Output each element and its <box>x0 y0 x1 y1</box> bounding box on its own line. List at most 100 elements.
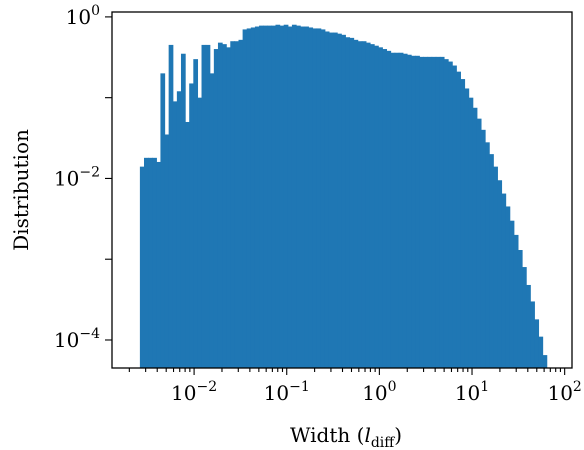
x-tick-label: 101 <box>455 379 489 405</box>
histogram-bar <box>419 56 424 369</box>
histogram-bar <box>526 284 531 368</box>
histogram-bar <box>538 336 544 368</box>
histogram-bar <box>185 121 190 369</box>
histogram-bar <box>254 26 260 369</box>
histogram-bar <box>476 118 482 369</box>
histogram-bar <box>542 355 548 368</box>
histogram-bar <box>324 31 330 368</box>
histogram-bar <box>246 28 252 369</box>
histogram-bar <box>320 29 326 368</box>
histogram-bar <box>230 41 235 368</box>
histogram-bar <box>386 50 392 369</box>
x-tick-label: 10−2 <box>171 379 217 405</box>
histogram-bar <box>452 65 457 368</box>
histogram-bar <box>337 33 342 369</box>
histogram-bar <box>213 49 219 368</box>
y-tick-label: 10−4 <box>54 326 100 352</box>
histogram-bar <box>357 41 363 368</box>
histogram-bar <box>374 45 379 368</box>
histogram-bar <box>460 79 466 368</box>
histogram-bars <box>139 24 548 369</box>
x-axis-label-close: ) <box>394 423 402 447</box>
histogram-bar <box>427 56 433 369</box>
histogram-bar <box>308 27 314 368</box>
histogram-bar <box>176 91 182 368</box>
histogram-bar <box>341 34 346 368</box>
histogram-bar <box>193 59 199 368</box>
histogram-bar <box>513 234 519 368</box>
histogram-bar <box>226 47 231 368</box>
histogram-bar <box>148 157 153 368</box>
histogram-bar <box>238 39 244 369</box>
histogram-bar <box>423 56 429 369</box>
histogram-bar <box>333 32 338 369</box>
histogram-bar <box>402 53 408 368</box>
histogram-bar <box>217 42 223 369</box>
histogram-bar <box>497 180 503 368</box>
histogram-bar <box>172 101 178 369</box>
histogram-bar <box>263 25 268 369</box>
histogram-bar <box>365 42 371 369</box>
histogram-bar <box>279 25 285 369</box>
histogram-bar <box>267 25 272 369</box>
histogram-bar <box>300 26 305 369</box>
histogram-bar <box>259 25 264 369</box>
histogram-bar <box>139 166 145 368</box>
y-axis-label: Distribution <box>9 129 33 251</box>
histogram-bar <box>164 134 170 368</box>
y-tick-label: 100 <box>66 3 100 29</box>
histogram-bar <box>382 49 388 368</box>
histogram-bar <box>530 301 535 368</box>
histogram-bar <box>390 52 396 369</box>
histogram-bar <box>480 129 486 368</box>
x-axis-label-subscript: diff <box>371 435 395 450</box>
histogram-bar <box>439 56 445 369</box>
histogram-bar <box>160 73 166 369</box>
x-axis-label-symbol: l <box>364 423 370 447</box>
histogram-bar <box>250 27 256 368</box>
histogram-bar <box>189 83 194 368</box>
histogram-bar <box>304 26 309 369</box>
histogram-bar <box>156 161 162 368</box>
histogram-bar <box>489 154 494 368</box>
histogram-bar <box>435 56 441 369</box>
histogram-bar <box>353 39 359 369</box>
histogram-bar <box>431 56 437 369</box>
x-tick-label: 102 <box>547 379 581 405</box>
histogram-bar <box>209 73 215 369</box>
histogram-bar <box>493 166 498 368</box>
histogram-bar <box>485 142 490 368</box>
histogram-bar <box>152 157 157 368</box>
histogram-bar <box>287 26 293 369</box>
histogram-bar <box>505 206 511 368</box>
histogram-bar <box>517 250 523 368</box>
histogram-bar <box>522 267 527 368</box>
x-axis-label: Width (ldiff) <box>290 423 402 450</box>
x-axis-ticks: 10−2 10−1 100 101 102 <box>128 368 582 405</box>
histogram-bar <box>201 44 207 368</box>
histogram-bar <box>411 55 416 368</box>
histogram-bar <box>242 29 248 368</box>
histogram-bar <box>271 25 277 369</box>
histogram-bar <box>197 97 203 369</box>
histogram-bar <box>406 54 412 368</box>
y-axis-ticks: 100 10−2 10−4 <box>54 3 112 352</box>
histogram-bar <box>443 59 449 368</box>
histogram-bar <box>291 24 297 368</box>
histogram-bar <box>349 37 355 369</box>
histogram-bar <box>415 55 420 368</box>
plot-frame <box>111 11 573 369</box>
histogram-bar <box>275 24 281 368</box>
histogram-bar <box>398 52 404 369</box>
histogram-bar <box>472 107 478 369</box>
histogram-bar <box>534 319 540 368</box>
histogram-bar <box>283 24 289 368</box>
histogram-bar <box>464 88 470 368</box>
x-axis-label-main: Width ( <box>290 423 364 447</box>
y-tick-label: 10−2 <box>54 164 100 190</box>
histogram-bar <box>180 53 186 368</box>
histogram-bar <box>222 44 227 368</box>
histogram-bar <box>234 41 240 368</box>
histogram-bar <box>456 71 461 369</box>
